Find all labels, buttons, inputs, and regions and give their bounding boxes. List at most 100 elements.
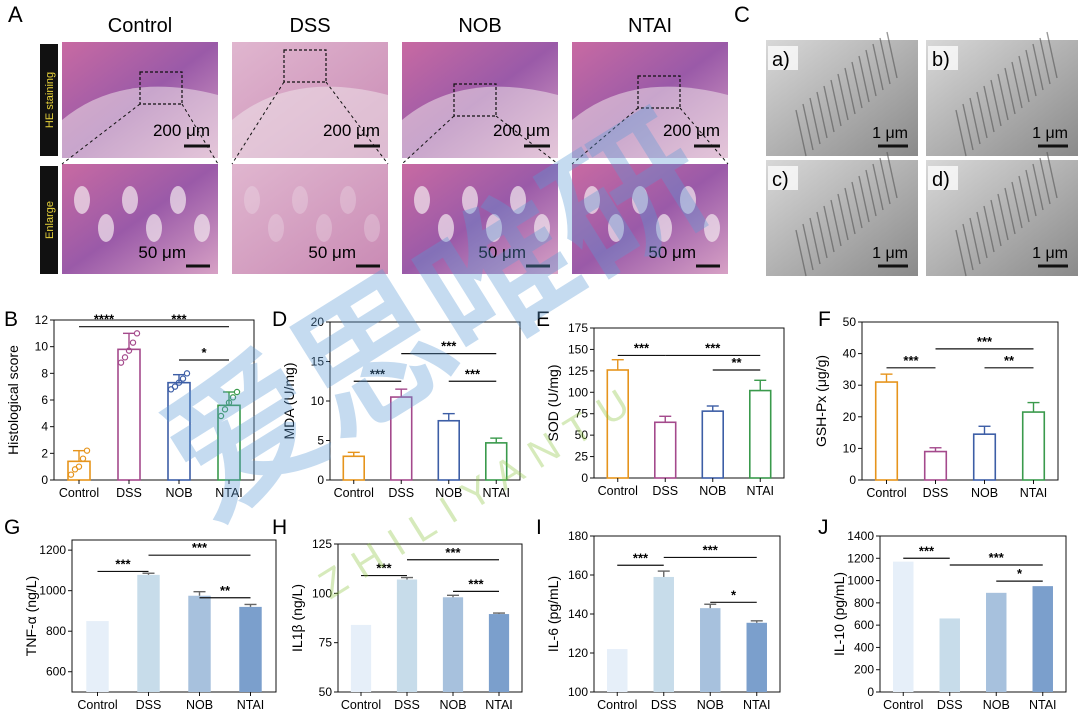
bar bbox=[972, 433, 997, 481]
y-tick-label: 50 bbox=[319, 685, 333, 699]
zoom-box bbox=[453, 83, 497, 117]
microvillus bbox=[969, 97, 981, 145]
x-tick-label: NOB bbox=[983, 698, 1010, 712]
bar bbox=[607, 649, 628, 692]
microvillus bbox=[976, 91, 988, 139]
gland bbox=[98, 214, 114, 242]
axis-frame bbox=[593, 327, 785, 479]
scale-text-bottom: 50 μm bbox=[138, 243, 186, 262]
tem-sub-label: b) bbox=[932, 49, 950, 71]
microvillus bbox=[1039, 37, 1051, 85]
gland bbox=[340, 186, 356, 214]
group-title-nob: NOB bbox=[458, 15, 501, 37]
y-tick-label: 2 bbox=[41, 446, 48, 460]
bar bbox=[701, 410, 724, 479]
enlarge-image-2 bbox=[402, 164, 558, 274]
he-staining-label: HE staining bbox=[44, 72, 56, 128]
y-tick-label: 20 bbox=[311, 315, 325, 329]
gland bbox=[170, 186, 186, 214]
zoom-connector bbox=[61, 103, 141, 165]
scale-text-bottom: 50 μm bbox=[478, 243, 526, 262]
microvillus bbox=[865, 169, 877, 217]
enlarge-label: Enlarge bbox=[44, 201, 56, 239]
y-tick-label: 100 bbox=[312, 586, 332, 600]
y-tick-label: 800 bbox=[46, 624, 66, 638]
microvillus bbox=[1032, 43, 1044, 91]
gland bbox=[438, 214, 454, 242]
axis-frame bbox=[337, 543, 523, 693]
zoom-connector bbox=[571, 107, 639, 165]
data-point bbox=[229, 394, 237, 401]
microvillus bbox=[872, 43, 884, 91]
gland bbox=[364, 214, 380, 242]
panel-c-letter: C bbox=[734, 2, 750, 27]
x-tick-label: Control bbox=[598, 484, 638, 498]
y-axis-label: GSH-Px (μg/g) bbox=[813, 355, 829, 447]
chart-E: E 0 25 50 75 100 125 150 175 SOD (U/mg) Control DSS… bbox=[536, 308, 785, 498]
group-title-dss: DSS bbox=[289, 15, 330, 37]
significance-label: *** bbox=[192, 540, 208, 555]
bar bbox=[86, 621, 109, 692]
microvillus bbox=[802, 223, 814, 271]
enlarge-row-label: Enlarge bbox=[40, 166, 58, 274]
y-tick-label: 1000 bbox=[847, 574, 874, 588]
enlarge-image-1 bbox=[232, 164, 388, 274]
microvillus bbox=[997, 193, 1009, 241]
gland bbox=[632, 186, 648, 214]
microvillus bbox=[886, 31, 898, 79]
gland bbox=[316, 214, 332, 242]
bar bbox=[239, 606, 262, 692]
gland bbox=[534, 214, 550, 242]
y-tick-label: 0 bbox=[317, 473, 324, 487]
x-tick-label: DSS bbox=[652, 484, 678, 498]
data-point bbox=[125, 347, 133, 354]
y-tick-label: 10 bbox=[311, 394, 325, 408]
tem-scale-text: 1 μm bbox=[1032, 125, 1068, 142]
microvillus bbox=[983, 205, 995, 253]
panel-letter-j: J bbox=[818, 516, 829, 539]
panel-letter-g: G bbox=[4, 516, 20, 539]
microvillus bbox=[809, 217, 821, 265]
bar bbox=[653, 576, 674, 692]
microvillus bbox=[802, 103, 814, 151]
x-tick-label: NTAI bbox=[1020, 486, 1048, 500]
x-tick-label: Control bbox=[866, 486, 906, 500]
scale-text-top: 200 μm bbox=[153, 121, 210, 140]
data-point bbox=[83, 447, 91, 454]
microvillus bbox=[795, 109, 807, 157]
group-title-control: Control bbox=[108, 15, 172, 37]
group-title-ntai: NTAI bbox=[628, 15, 672, 37]
x-tick-label: NTAI bbox=[1029, 698, 1057, 712]
microvillus bbox=[830, 199, 842, 247]
y-tick-label: 180 bbox=[568, 529, 588, 543]
lumen-area bbox=[232, 86, 388, 158]
x-tick-label: NOB bbox=[971, 486, 998, 500]
microvillus bbox=[1004, 67, 1016, 115]
microvillus bbox=[997, 73, 1009, 121]
scale-text-top: 200 μm bbox=[323, 121, 380, 140]
significance-label: *** bbox=[703, 542, 719, 557]
microvillus bbox=[962, 103, 974, 151]
bar bbox=[437, 419, 460, 481]
y-tick-label: 4 bbox=[41, 420, 48, 434]
microvillus bbox=[872, 163, 884, 211]
x-tick-label: NOB bbox=[165, 486, 192, 500]
panel-letter-f: F bbox=[818, 308, 831, 331]
bar bbox=[442, 597, 464, 692]
y-tick-label: 150 bbox=[568, 342, 588, 356]
gland bbox=[146, 214, 162, 242]
y-tick-label: 100 bbox=[568, 385, 588, 399]
axis-frame bbox=[879, 535, 1067, 693]
y-tick-label: 30 bbox=[843, 378, 857, 392]
data-point bbox=[171, 383, 179, 390]
lumen-area bbox=[572, 86, 728, 158]
sub-label-bg bbox=[928, 166, 958, 190]
y-tick-label: 600 bbox=[46, 665, 66, 679]
significance-label: **** bbox=[94, 312, 115, 327]
significance-label: * bbox=[731, 587, 737, 602]
chart-H: H 50 75 100 125 IL1β (ng/L) Control DSS NOB NTAI *… bbox=[272, 516, 523, 712]
microvillus bbox=[962, 223, 974, 271]
x-tick-label: NTAI bbox=[743, 698, 771, 712]
data-point bbox=[175, 379, 183, 386]
lumen-area bbox=[402, 86, 558, 158]
